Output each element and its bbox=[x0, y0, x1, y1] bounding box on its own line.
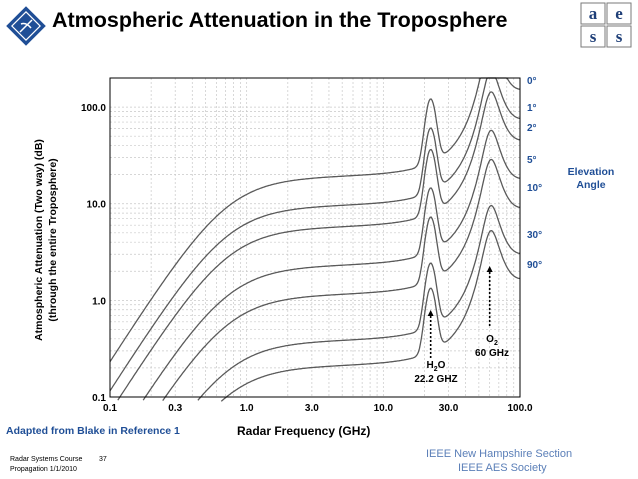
y-axis-label-line1: Atmospheric Attenuation (Two way) (dB) bbox=[33, 139, 45, 341]
o2-arrow-head bbox=[486, 266, 493, 272]
y-tick-label: 100.0 bbox=[81, 103, 106, 114]
o2-frequency-label: 60 GHz bbox=[475, 348, 509, 359]
y-tick-label: 1.0 bbox=[92, 296, 106, 307]
x-axis-label: Radar Frequency (GHz) bbox=[237, 424, 371, 438]
y-tick-label: 10.0 bbox=[87, 200, 107, 211]
elevation-angle-label: 30° bbox=[527, 230, 542, 241]
y-axis-label-line2: (through the entire Troposphere) bbox=[47, 158, 59, 322]
footer-ieee-aes: IEEE AES Society bbox=[458, 462, 547, 474]
elevation-angle-label: 2° bbox=[527, 123, 537, 134]
slide-title: Atmospheric Attenuation in the Troposphe… bbox=[52, 8, 508, 32]
aes-logo: a e s s bbox=[580, 2, 632, 48]
aes-logo-letter: s bbox=[590, 27, 597, 46]
series-line-90deg bbox=[220, 230, 521, 402]
series-curves bbox=[109, 77, 521, 402]
elevation-angle-labels: 0° 1° 2° 5° 10° 30° 90° bbox=[527, 76, 542, 271]
elevation-angle-label: 1° bbox=[527, 103, 537, 114]
h2o-arrow-head bbox=[427, 310, 434, 316]
series-line-0deg bbox=[109, 77, 521, 363]
x-tick-label: 10.0 bbox=[374, 403, 394, 414]
x-tick-label: 0.1 bbox=[103, 403, 117, 414]
aes-logo-letter: e bbox=[615, 4, 623, 23]
grid bbox=[109, 77, 521, 398]
footer-ieee-section: IEEE New Hampshire Section bbox=[426, 448, 573, 460]
aes-logo-letter: a bbox=[589, 4, 598, 23]
footer-page-number: 37 bbox=[99, 456, 107, 463]
y-tick-label: 0.1 bbox=[92, 393, 106, 404]
plot-frame bbox=[109, 77, 521, 398]
ieee-logo bbox=[6, 6, 46, 46]
aes-logo-letter: s bbox=[616, 27, 623, 46]
x-tick-label: 30.0 bbox=[439, 403, 459, 414]
footer-course: Radar Systems Course bbox=[10, 456, 83, 463]
source-credit: Adapted from Blake in Reference 1 bbox=[6, 425, 180, 437]
o2-label: O2 bbox=[486, 334, 498, 347]
series-line-10deg bbox=[162, 158, 521, 401]
series-line-30deg bbox=[197, 204, 521, 401]
tick-labels: 0.1 0.3 1.0 3.0 10.0 30.0 100.0 0.1 1.0 10.0 100.0 bbox=[81, 103, 533, 414]
x-tick-label: 1.0 bbox=[240, 403, 254, 414]
elevation-angle-label: 90° bbox=[527, 260, 542, 271]
elevation-angle-label: 5° bbox=[527, 155, 537, 166]
footer-topic-date: Propagation 1/1/2010 bbox=[10, 466, 77, 473]
series-line-1deg bbox=[109, 77, 521, 392]
series-line-2deg bbox=[117, 91, 521, 401]
h2o-frequency-label: 22.2 GHZ bbox=[414, 374, 457, 385]
x-tick-label: 3.0 bbox=[305, 403, 319, 414]
x-tick-label: 0.3 bbox=[168, 403, 182, 414]
legend-title: Elevation Angle bbox=[567, 166, 615, 191]
x-tick-label: 100.0 bbox=[507, 403, 532, 414]
elevation-angle-label: 10° bbox=[527, 183, 542, 194]
h2o-label: H2O bbox=[427, 360, 446, 373]
series-line-5deg bbox=[142, 129, 521, 401]
elevation-angle-label: 0° bbox=[527, 76, 537, 87]
